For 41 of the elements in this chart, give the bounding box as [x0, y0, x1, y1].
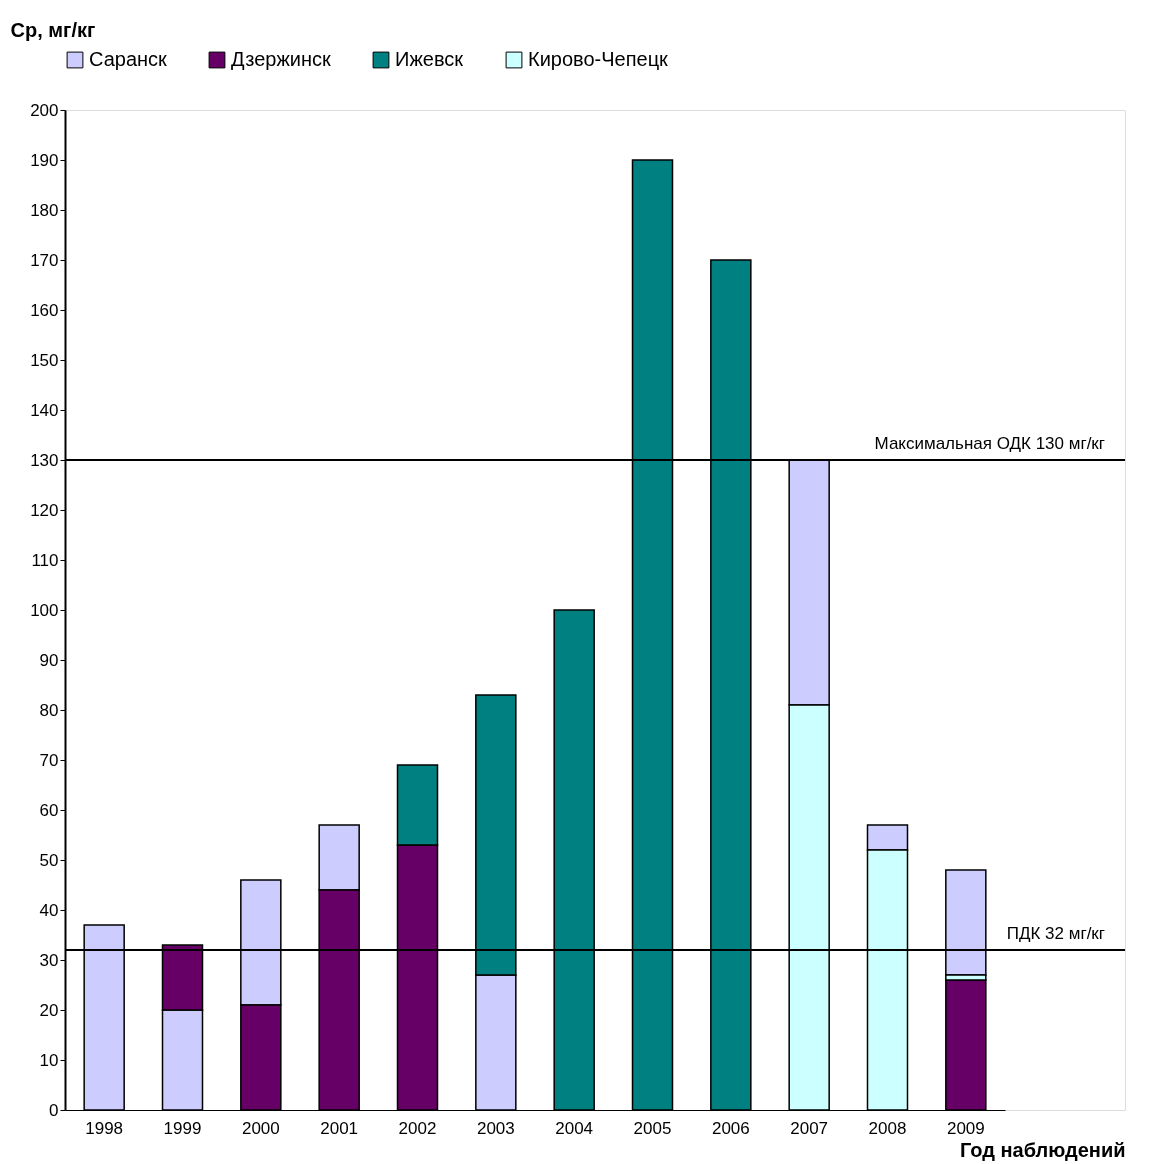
y-tick-label: 80: [39, 700, 59, 720]
y-tick-label: 150: [30, 350, 59, 370]
x-tick-label: 1998: [85, 1118, 124, 1138]
x-tick-label: 2004: [555, 1118, 594, 1138]
y-tick-label: 200: [30, 100, 59, 120]
y-tick-label: 90: [39, 650, 59, 670]
y-tick-label: 70: [39, 750, 59, 770]
x-tick-label: 2005: [633, 1118, 672, 1138]
y-tick-label: 50: [39, 850, 59, 870]
y-tick-label: 180: [30, 200, 59, 220]
legend-label: Ижевск: [395, 48, 464, 70]
legend-label: Кирово-Чепецк: [528, 48, 669, 70]
y-tick-label: 110: [31, 550, 59, 570]
y-tick-label: 40: [39, 900, 59, 920]
x-tick-label: 2007: [790, 1118, 829, 1138]
y-tick-label: 170: [30, 250, 59, 270]
y-tick-label: 190: [30, 150, 59, 170]
x-tick-label: 2008: [868, 1118, 907, 1138]
y-tick-label: 160: [30, 300, 59, 320]
y-tick-label: 10: [39, 1050, 59, 1070]
x-tick-label: 2002: [398, 1118, 437, 1138]
ref-line-label: Максимальная ОДК 130 мг/кг: [874, 434, 1105, 453]
y-tick-label: 30: [39, 950, 59, 970]
y-tick-label: 0: [49, 1100, 59, 1120]
ref-line-label: ПДК 32 мг/кг: [1006, 924, 1105, 943]
x-axis-title: Год наблюдений: [959, 1138, 1126, 1161]
x-tick-label: 2006: [711, 1118, 750, 1138]
x-tick-label: 2003: [476, 1118, 515, 1138]
y-tick-label: 120: [30, 500, 59, 520]
y-tick-label: 20: [39, 1000, 59, 1020]
y-axis-title: Ср, мг/кг: [10, 18, 96, 41]
legend-label: Дзержинск: [231, 48, 331, 70]
x-tick-label: 2009: [946, 1118, 985, 1138]
legend-label: Саранск: [89, 48, 168, 70]
x-tick-label: 2000: [241, 1118, 280, 1138]
y-tick-label: 130: [30, 450, 59, 470]
x-tick-label: 2001: [320, 1118, 359, 1138]
y-tick-label: 140: [30, 400, 59, 420]
x-tick-label: 1999: [163, 1118, 202, 1138]
y-tick-label: 60: [39, 800, 59, 820]
y-tick-label: 100: [30, 600, 59, 620]
